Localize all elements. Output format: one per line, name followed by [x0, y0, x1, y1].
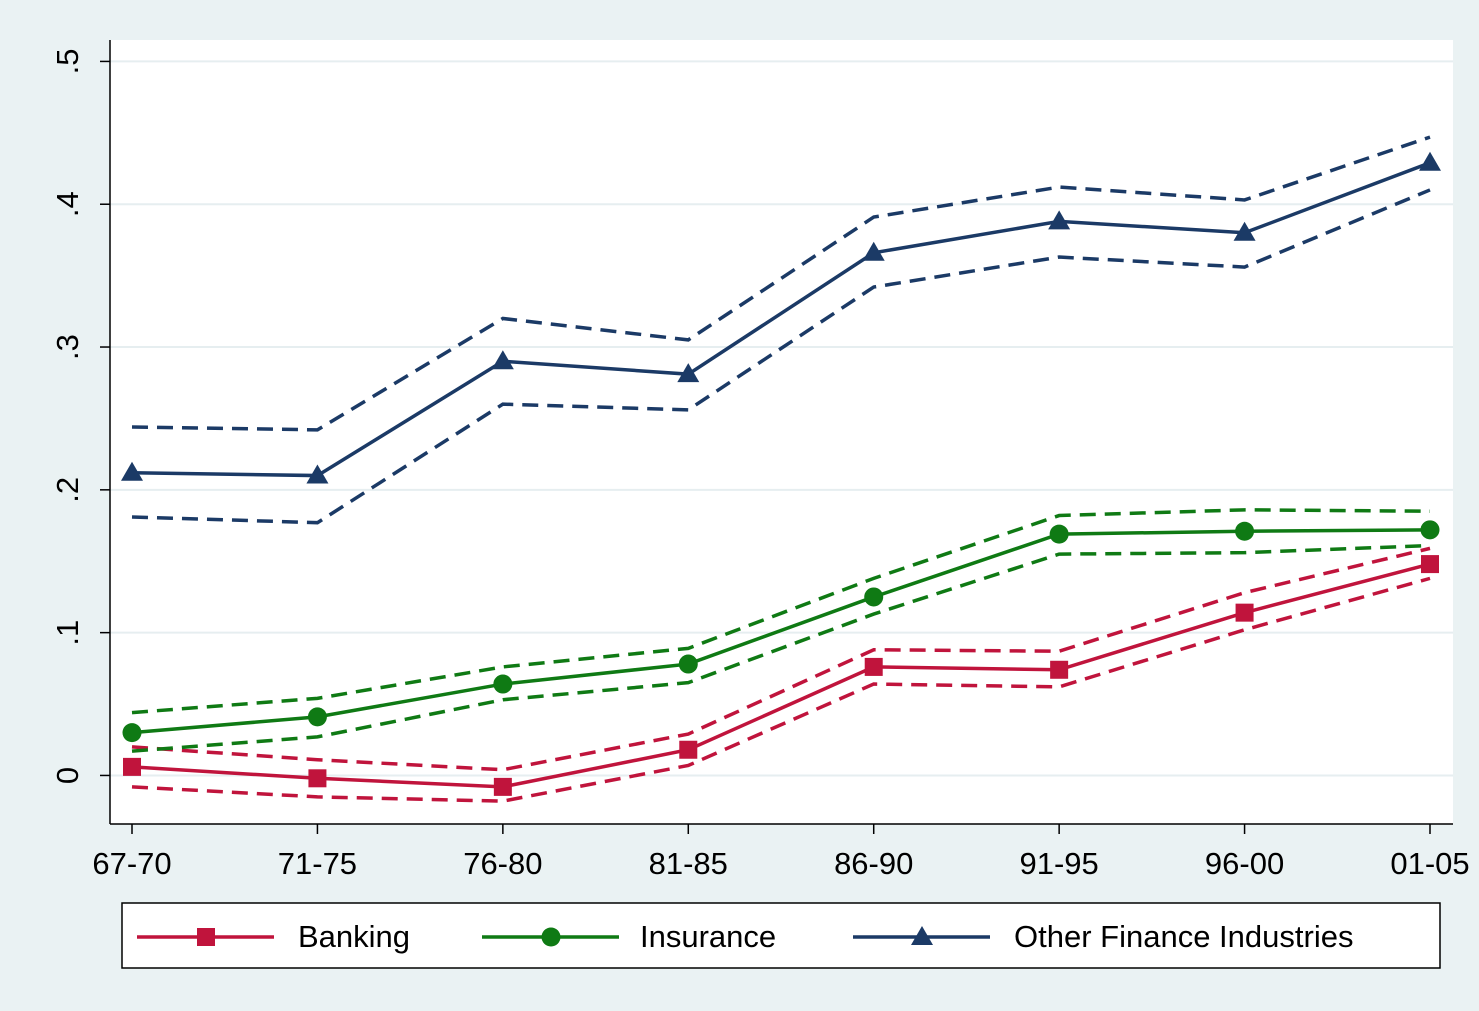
- point: [1050, 660, 1069, 679]
- point: [679, 740, 698, 759]
- point: [121, 461, 143, 481]
- ci-upper-line: [131, 508, 1431, 715]
- x-tick-label: 81-85: [649, 846, 728, 881]
- ci-lower-line: [131, 576, 1431, 803]
- point: [862, 241, 885, 261]
- series-line: [131, 161, 1431, 478]
- legend-marker: [197, 928, 215, 946]
- point: [677, 363, 700, 383]
- series-line: [131, 562, 1431, 789]
- x-tick-label: 76-80: [463, 846, 542, 881]
- point: [1049, 524, 1069, 544]
- legend-marker: [911, 926, 933, 945]
- point: [1235, 521, 1255, 541]
- y-tick-label: .5: [50, 48, 85, 74]
- point: [678, 654, 698, 674]
- point: [123, 757, 141, 776]
- ci-lower-line: [131, 543, 1431, 753]
- legend-box: [121, 902, 1441, 969]
- x-tick-label: 91-95: [1019, 846, 1098, 881]
- point: [306, 464, 329, 484]
- series-line: [131, 528, 1431, 735]
- ci-upper-line: [131, 135, 1431, 432]
- x-tick-label: 86-90: [834, 846, 913, 881]
- point: [1233, 221, 1256, 241]
- point: [493, 777, 512, 796]
- x-tick-label: 67-70: [92, 846, 171, 881]
- y-tick-label: .2: [50, 477, 85, 503]
- point: [1419, 151, 1441, 171]
- legend-label: Other Finance Industries: [1014, 919, 1353, 954]
- ci-upper-line: [131, 546, 1431, 772]
- point: [1420, 520, 1440, 540]
- point: [493, 674, 513, 694]
- y-tick-label: .4: [50, 191, 85, 217]
- point: [864, 657, 883, 676]
- point: [122, 723, 142, 743]
- point: [1048, 210, 1071, 230]
- legend-marker: [541, 927, 561, 947]
- x-tick-label: 71-75: [278, 846, 357, 881]
- x-tick-label: 96-00: [1205, 846, 1284, 881]
- legend-label: Banking: [298, 919, 410, 954]
- y-tick-label: .3: [50, 334, 85, 360]
- point: [491, 350, 514, 370]
- point: [864, 587, 884, 607]
- point: [308, 769, 327, 788]
- point: [1235, 603, 1254, 622]
- point: [1421, 555, 1439, 574]
- legend-label: Insurance: [640, 919, 776, 954]
- y-tick-label: .1: [50, 620, 85, 646]
- y-tick-label: 0: [50, 767, 85, 784]
- ci-lower-line: [131, 188, 1431, 525]
- point: [307, 707, 327, 727]
- x-tick-label: 01-05: [1390, 846, 1469, 881]
